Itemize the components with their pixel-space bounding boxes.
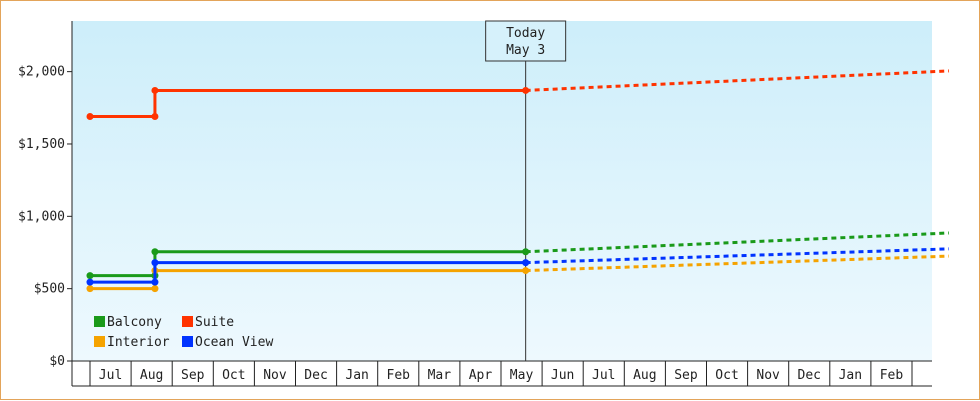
- series-line-forecast: [525, 69, 950, 92]
- plot-area: [72, 21, 932, 361]
- month-label: May: [510, 368, 534, 383]
- series-line-forecast: [525, 247, 950, 265]
- month-label: Jan: [839, 368, 862, 383]
- series-line-forecast: [525, 231, 950, 254]
- month-label: Nov: [263, 368, 287, 383]
- month-label: Oct: [222, 368, 245, 383]
- data-point: [151, 278, 159, 286]
- data-point: [522, 259, 530, 267]
- series-line-forecast: [525, 254, 950, 273]
- y-tick-label: $2,000: [18, 65, 65, 80]
- legend-swatch: [182, 316, 193, 327]
- legend-label: Interior: [107, 335, 170, 350]
- data-point: [151, 112, 159, 120]
- month-label: Apr: [469, 368, 493, 383]
- data-point: [86, 272, 94, 280]
- series-line-historical: [90, 88, 526, 118]
- data-point: [151, 285, 159, 293]
- legend-swatch: [182, 336, 193, 347]
- x-axis: Jul Aug Sep Oct Nov Dec Jan Feb Mar Apr May Jun Jul A…: [71, 360, 932, 387]
- legend-label: Suite: [195, 315, 234, 330]
- legend-label: Ocean View: [195, 335, 273, 350]
- y-tick-label: $1,000: [18, 209, 65, 224]
- month-label: Oct: [715, 368, 738, 383]
- month-label: Feb: [880, 368, 904, 383]
- data-point: [86, 112, 94, 120]
- month-label: Nov: [756, 368, 780, 383]
- data-point: [151, 86, 159, 94]
- data-point: [522, 248, 530, 256]
- month-label: Aug: [140, 368, 163, 383]
- data-point: [86, 285, 94, 293]
- y-tick-label: $500: [34, 282, 65, 297]
- series-group: [86, 69, 950, 293]
- y-axis: $0 $500 $1,000 $1,500 $2,000: [18, 21, 73, 369]
- month-label: Sep: [181, 368, 205, 383]
- data-point: [151, 259, 159, 267]
- month-label: Aug: [633, 368, 656, 383]
- y-tick-label: $0: [49, 354, 65, 369]
- data-point: [151, 248, 159, 256]
- month-label: Jun: [551, 368, 574, 383]
- series-ocean-view: [86, 247, 950, 286]
- legend-swatch: [94, 316, 105, 327]
- today-marker: Today May 3: [485, 20, 567, 361]
- month-label: Mar: [428, 368, 452, 383]
- data-point: [522, 86, 530, 94]
- month-label: Jul: [592, 368, 615, 383]
- y-tick-label: $1,500: [18, 137, 65, 152]
- legend-swatch: [94, 336, 105, 347]
- today-box: [485, 20, 567, 62]
- legend-label: Balcony: [107, 315, 162, 330]
- month-label: Feb: [387, 368, 411, 383]
- today-date: May 3: [506, 43, 545, 58]
- legend: Balcony Suite Interior Ocean View: [94, 315, 273, 350]
- month-label: Sep: [674, 368, 698, 383]
- data-point: [522, 267, 530, 275]
- series-line-historical: [90, 261, 526, 284]
- series-suite: [86, 69, 950, 120]
- today-label: Today: [506, 26, 545, 41]
- month-label: Dec: [304, 368, 327, 383]
- month-label: Dec: [798, 368, 821, 383]
- month-label: Jul: [99, 368, 122, 383]
- data-point: [86, 278, 94, 286]
- month-label: Jan: [345, 368, 368, 383]
